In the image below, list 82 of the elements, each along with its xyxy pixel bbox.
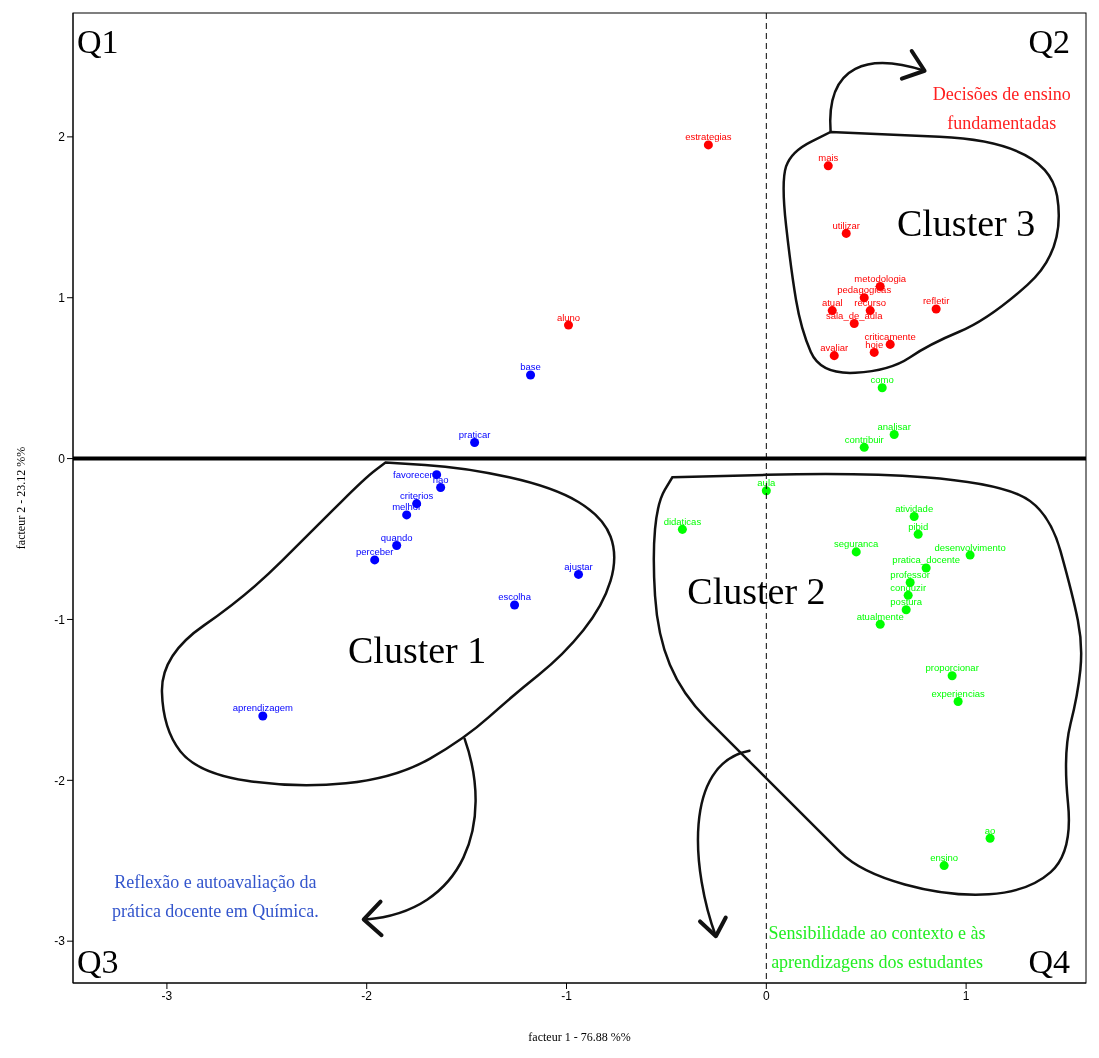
- y-tick-label: -1: [54, 612, 66, 627]
- annotation: Q4: [1028, 942, 1070, 980]
- x-tick-label: 1: [962, 988, 970, 1003]
- data-label: aluno: [556, 311, 581, 323]
- point: [402, 510, 412, 520]
- point: [889, 429, 899, 439]
- data-label: postura: [890, 596, 923, 608]
- data-label: favorecer: [393, 468, 433, 480]
- data-label: atividade: [895, 503, 934, 514]
- data-label: refletir: [922, 295, 950, 307]
- data-label: quando: [380, 531, 413, 543]
- data-label: estrategias: [685, 131, 732, 143]
- point: [761, 486, 771, 496]
- data-label: avaliar: [820, 342, 849, 354]
- annotation: Q1: [76, 22, 119, 60]
- data-label: aula: [757, 477, 777, 489]
- annotation: Reflexão e autoavaliação da prática docente em Química.: [111, 871, 319, 921]
- point: [436, 483, 446, 493]
- point: [939, 861, 949, 871]
- data-label: professor: [890, 568, 930, 580]
- data-label: ajustar: [564, 560, 593, 572]
- point: [965, 550, 975, 560]
- x-axis-title: facteur 1 - 76.88 %%: [528, 1030, 631, 1044]
- data-label: mais: [818, 152, 839, 164]
- point: [985, 833, 995, 843]
- annotation: Q2: [1028, 22, 1070, 60]
- x-tick-label: 0: [762, 988, 770, 1003]
- x-tick-label: -1: [561, 988, 573, 1003]
- data-label: ao: [984, 824, 996, 836]
- data-label: aprendizagem: [232, 702, 293, 714]
- point: [931, 304, 941, 314]
- data-label: pibid: [908, 520, 929, 532]
- data-label: didaticas: [663, 515, 702, 527]
- data-label: praticar: [458, 429, 491, 440]
- data-label: seguranca: [834, 538, 880, 550]
- x-tick-label: -3: [161, 988, 173, 1003]
- data-label: metodologia: [854, 272, 907, 284]
- data-label: escolha: [498, 591, 532, 603]
- point: [841, 228, 851, 238]
- data-label: desenvolvimento: [934, 541, 1006, 553]
- point: [564, 320, 574, 330]
- data-label: experiencias: [931, 687, 986, 699]
- data-label: atual: [821, 297, 843, 309]
- annotation: Decisões de ensino fundamentadas: [932, 84, 1071, 134]
- data-label: utilizar: [832, 219, 860, 231]
- annotation: Cluster 2: [687, 569, 826, 612]
- data-label: base: [520, 361, 541, 373]
- point: [829, 351, 839, 361]
- point: [677, 524, 687, 534]
- point: [823, 161, 833, 171]
- annotation: Cluster 1: [348, 629, 487, 672]
- data-label: sala_de_aula: [825, 309, 884, 321]
- data-label: analisar: [877, 420, 911, 432]
- data-label: atualmente: [856, 610, 904, 622]
- data-label: recurso: [854, 297, 887, 309]
- y-tick-label: 0: [58, 451, 66, 466]
- data-label: pedagogicas: [837, 284, 892, 296]
- annotation: Cluster 3: [896, 201, 1036, 244]
- data-label: contribuir: [844, 433, 884, 445]
- point: [875, 619, 885, 629]
- point: [885, 339, 895, 349]
- point: [909, 511, 919, 521]
- annotation: Sensibilidade ao contexto e às aprendizagens dos estudantes: [768, 923, 986, 973]
- data-label: nao: [432, 474, 449, 486]
- data-label: pratica_docente: [892, 554, 960, 566]
- data-label: criticamente: [864, 330, 916, 342]
- data-label: ensino: [930, 852, 959, 864]
- point: [510, 600, 520, 610]
- point: [877, 383, 887, 393]
- point: [526, 370, 536, 380]
- data-label: perceber: [355, 546, 394, 558]
- y-axis-title: facteur 2 - 23.12 %%: [14, 446, 29, 550]
- data-label: como: [870, 374, 894, 386]
- data-label: proporcionar: [925, 662, 979, 674]
- annotation: Q3: [76, 942, 119, 980]
- point: [859, 442, 869, 452]
- x-tick-label: -2: [361, 988, 373, 1003]
- y-tick-label: -3: [54, 934, 66, 949]
- y-tick-label: -2: [54, 773, 66, 788]
- data-label: criterios: [400, 490, 434, 502]
- y-tick-label: 1: [58, 290, 66, 305]
- y-tick-label: 2: [58, 130, 66, 145]
